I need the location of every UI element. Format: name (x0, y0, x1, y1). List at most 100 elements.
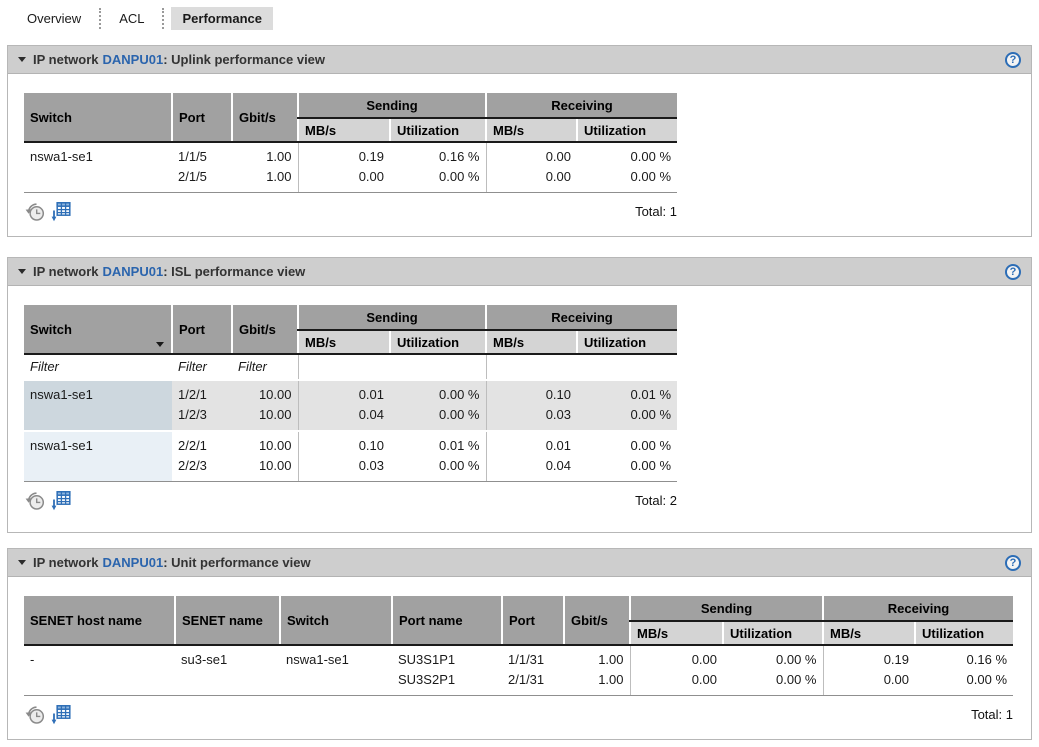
col-header-receiving-mbs: MB/s (485, 118, 577, 143)
panel-title: IP network DANPU01: Uplink performance vi… (33, 52, 325, 67)
tab-overview[interactable]: Overview (27, 10, 82, 26)
help-icon[interactable]: ? (1005, 554, 1021, 571)
sending-mbs-cell: 0.01 0.04 (297, 380, 390, 432)
senet-name-cell: su3-se1 (175, 645, 280, 696)
unit-performance-panel: IP network DANPU01: Unit performance view… (7, 548, 1032, 740)
sending-mbs-cell: 0.19 0.00 (297, 142, 390, 193)
receiving-mbs-cell: 0.19 0.00 (822, 645, 915, 696)
table-footer: Total: 1 (24, 200, 677, 223)
network-name-link[interactable]: DANPU01 (102, 52, 164, 67)
table-row: nswa1-se1 2/2/1 2/2/3 10.00 10.00 0.10 0.03 0.0… (24, 431, 678, 482)
table-row: nswa1-se1 1/2/1 1/2/3 10.00 10.00 0.01 0.04 0.0… (24, 380, 678, 432)
col-header-port[interactable]: Port (171, 305, 232, 355)
total-count: Total: 1 (635, 204, 677, 219)
tab-performance[interactable]: Performance (171, 6, 273, 30)
switch-filter-input[interactable]: Filter (24, 354, 172, 381)
cell-line: 0.00 (358, 169, 384, 184)
port-filter-input[interactable]: Filter (172, 354, 232, 381)
gbits-cell: 1.00 1.00 (232, 142, 298, 193)
cell-line: 0.04 (358, 407, 384, 422)
col-header-switch[interactable]: Switch (24, 305, 172, 355)
cell-line: 2/2/1 (178, 438, 207, 453)
help-icon[interactable]: ? (1005, 263, 1021, 280)
cell-line: SU3S2P1 (398, 672, 456, 687)
cell-line: 0.00 % (439, 407, 480, 422)
cell-line: nswa1-se1 (30, 387, 93, 402)
col-header-sending-utilization: Utilization (389, 118, 486, 143)
export-table-icon[interactable] (51, 703, 72, 726)
cell-line: 0.00 (883, 672, 909, 687)
cell-line: 0.00 % (776, 652, 817, 667)
cell-line: 0.04 (545, 458, 571, 473)
collapse-triangle-icon[interactable] (18, 269, 26, 274)
gbits-cell: 10.00 10.00 (232, 380, 298, 432)
senet-host-name-cell: - (24, 645, 175, 696)
cell-line: 2/1/31 (508, 672, 545, 687)
col-header-receiving: Receiving (484, 305, 678, 331)
sending-mbs-cell: 0.10 0.03 (297, 431, 390, 482)
cell-line: 2/2/3 (178, 458, 207, 473)
cell-line: 0.00 % (630, 458, 672, 473)
cell-line: 2/1/5 (178, 169, 207, 184)
receiving-mbs-cell: 0.10 0.03 (485, 380, 577, 432)
network-name-link[interactable]: DANPU01 (102, 555, 164, 570)
cell-line: 0.01 % (439, 438, 480, 453)
network-name-link[interactable]: DANPU01 (102, 264, 164, 279)
history-icon[interactable] (24, 703, 47, 726)
history-icon[interactable] (24, 489, 47, 512)
port-cell: 1/1/5 2/1/5 (172, 142, 232, 193)
total-count: Total: 1 (971, 707, 1013, 722)
gbits-filter-input[interactable]: Filter (232, 354, 298, 381)
receiving-mbs-cell: 0.00 0.00 (485, 142, 577, 193)
col-header-receiving: Receiving (484, 93, 678, 119)
panel-header: IP network DANPU01: ISL performance view … (8, 258, 1031, 286)
panel-header: IP network DANPU01: Unit performance view… (8, 549, 1031, 577)
export-table-icon[interactable] (51, 489, 72, 512)
export-table-icon[interactable] (51, 200, 72, 223)
cell-line: 0.00 (545, 149, 571, 164)
help-icon[interactable]: ? (1005, 51, 1021, 68)
cell-line: su3-se1 (181, 652, 228, 667)
panel-body: Switch Port Gbit/s Sending Receiving MB/… (8, 286, 1031, 532)
cell-line: 10.00 (258, 387, 292, 402)
cell-line: 0.01 (545, 438, 571, 453)
cell-line: 10.00 (258, 458, 292, 473)
col-header-senet-name: SENET name (174, 596, 280, 646)
sending-utilization-cell: 0.00 % 0.00 % (723, 645, 823, 696)
isl-table: Switch Port Gbit/s Sending Receiving MB/… (24, 305, 678, 482)
collapse-triangle-icon[interactable] (18, 560, 26, 565)
col-header-receiving-utilization: Utilization (575, 330, 678, 355)
tab-acl[interactable]: ACL (119, 10, 145, 26)
cell-line: 0.00 % (439, 387, 480, 402)
panel-title: IP network DANPU01: Unit performance view (33, 555, 311, 570)
table-actions (24, 489, 72, 512)
panel-title: IP network DANPU01: ISL performance view (33, 264, 305, 279)
col-header-gbits: Gbit/s (231, 93, 298, 143)
cell-line: 0.00 % (439, 169, 480, 184)
cell-line: 1/1/31 (508, 652, 545, 667)
receiving-utilization-filter-spacer (577, 354, 678, 381)
col-header-sending-mbs: MB/s (297, 118, 390, 143)
sending-mbs-filter-spacer (297, 354, 390, 381)
cell-line: 1/2/3 (178, 407, 207, 422)
col-header-gbits[interactable]: Gbit/s (231, 305, 298, 355)
cell-line: 10.00 (258, 407, 292, 422)
cell-line: 0.03 (358, 458, 384, 473)
col-header-sending-mbs: MB/s (297, 330, 390, 355)
panel-title-prefix: IP network (33, 264, 99, 279)
cell-line: 0.03 (545, 407, 571, 422)
cell-line: 1.00 (598, 672, 624, 687)
port-cell: 2/2/1 2/2/3 (172, 431, 232, 482)
table-row: Filter Filter Filter (24, 354, 678, 381)
collapse-triangle-icon[interactable] (18, 57, 26, 62)
cell-line: 0.01 % (630, 387, 672, 402)
table-actions (24, 200, 72, 223)
cell-line: 0.01 (358, 387, 384, 402)
tab-separator (162, 7, 165, 29)
history-icon[interactable] (24, 200, 47, 223)
receiving-utilization-cell: 0.00 % 0.00 % (577, 431, 678, 482)
panel-title-prefix: IP network (33, 52, 99, 67)
table-footer: Total: 2 (24, 489, 677, 512)
cell-line: 0.19 (358, 149, 384, 164)
cell-line: 1/2/1 (178, 387, 207, 402)
